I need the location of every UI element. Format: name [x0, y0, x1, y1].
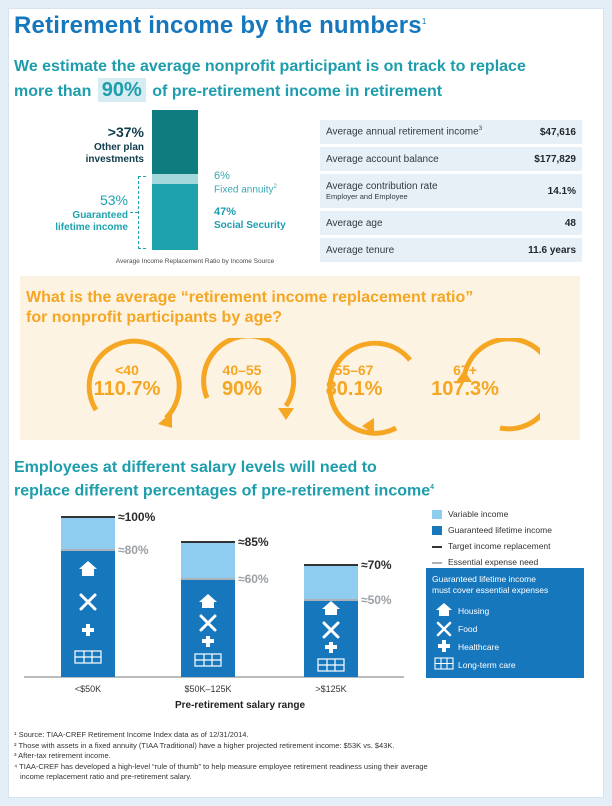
fixed-annuity-bar	[152, 174, 198, 184]
subheadline: We estimate the average nonprofit partic…	[14, 58, 526, 102]
ring-2-arrow	[278, 408, 294, 420]
bar-1-essential-label: ≈80%	[118, 543, 149, 557]
legend-guaranteed: Guaranteed lifetime income	[448, 525, 552, 535]
ring-1-arrow	[158, 412, 172, 428]
legend-swatch-essential	[432, 562, 442, 564]
social-security-bar	[152, 184, 198, 250]
ratio-rings	[86, 338, 540, 436]
essential-expense-icons	[434, 603, 454, 670]
x-axis-title: Pre-retirement salary range	[174, 700, 306, 711]
bar-3-label: >$125K	[315, 684, 347, 694]
other-investments-bar	[152, 110, 198, 174]
legend-target: Target income replacement	[448, 541, 551, 551]
guaranteed-bracket-tick	[130, 212, 138, 213]
essential-expenses-box	[426, 568, 584, 678]
bar-2-essential-label: ≈60%	[238, 572, 269, 586]
other-investments-pct: >37%	[107, 124, 144, 140]
bar-2-target-label: ≈85%	[238, 535, 269, 549]
salary-chart	[24, 516, 404, 678]
social-security-pct: 47%	[214, 206, 237, 218]
ring-3-arc	[327, 340, 412, 436]
house-icon-body	[202, 602, 214, 608]
house-icon	[199, 594, 217, 602]
ring-4-arrow	[456, 370, 472, 382]
salary-section-title: Employees at different salary levels wil…	[14, 459, 435, 500]
essential-food: Food	[458, 624, 478, 634]
social-security-label: Social Security	[214, 220, 286, 231]
ring-4-arc	[461, 338, 540, 432]
guaranteed-income-pct: 53%	[99, 192, 128, 208]
legend-swatch-guaranteed	[432, 526, 442, 535]
stat-row: Average age 48	[320, 211, 582, 235]
bar-1-target-label: ≈100%	[118, 510, 156, 524]
footnote-3: ³ After-tax retirement income.	[14, 751, 111, 760]
stat-row: Average annual retirement income3 $47,61…	[320, 120, 582, 144]
house-icon	[79, 561, 97, 569]
ring-3: 55–67 80.1%	[325, 362, 383, 400]
legend-swatch-target	[432, 546, 442, 548]
essential-housing: Housing	[458, 606, 490, 616]
fixed-annuity-pct: 6%	[214, 170, 230, 182]
highlight-90-percent: 90%	[97, 78, 146, 102]
ring-1: <40 110.7%	[93, 362, 161, 400]
bar-3-essential-label: ≈50%	[361, 593, 392, 607]
fixed-annuity-label: Fixed annuity2	[214, 184, 277, 196]
ratio-panel-title: What is the average “retirement income r…	[26, 289, 474, 326]
guaranteed-income-label: Guaranteed lifetime income	[55, 210, 128, 233]
bar-1-label: <$50K	[74, 684, 102, 694]
house-icon-body	[325, 609, 337, 615]
ring-2: 40–55 90%	[221, 362, 263, 400]
house-icon	[436, 603, 452, 610]
ring-4: 67+ 107.3%	[431, 362, 499, 400]
bar-2-variable	[181, 542, 235, 579]
footnote-2: ² Those with assets in a fixed annuity (…	[14, 740, 395, 750]
stat-row: Average tenure 11.6 years	[320, 238, 582, 262]
essential-long-term-care: Long-term care	[458, 660, 516, 670]
income-source-caption: Average Income Replacement Ratio by Inco…	[115, 258, 275, 265]
bar-3-variable	[304, 565, 358, 600]
ring-2-arc	[201, 338, 297, 408]
footnote-1: ¹ Source: TIAA-CREF Retirement Income In…	[14, 730, 249, 739]
bar-2-guaranteed	[181, 579, 235, 677]
footnote-4-cont: income replacement ratio and pre-retirem…	[20, 772, 192, 781]
house-icon-body	[82, 569, 94, 576]
ring-1-arc	[86, 338, 182, 420]
ratio-panel	[20, 276, 580, 440]
ring-3-arrow	[362, 418, 374, 434]
stats-table: Average annual retirement income3 $47,61…	[320, 120, 582, 265]
essential-healthcare: Healthcare	[458, 642, 500, 652]
stat-row: Average account balance $177,829	[320, 147, 582, 171]
guaranteed-bracket	[138, 176, 146, 249]
house-icon	[322, 601, 340, 609]
footnote-4: ⁴ TIAA-CREF has developed a high-level “…	[14, 761, 428, 771]
bar-1-variable	[61, 517, 115, 550]
page-title: Retirement income by the numbers1	[14, 12, 427, 39]
bar-2-label: $50K–125K	[184, 684, 232, 694]
stat-row: Average contribution rate Employer and Em…	[320, 174, 582, 208]
legend-essential: Essential expense need	[448, 557, 539, 567]
bar-3-target-label: ≈70%	[361, 558, 392, 572]
footnotes: ¹ Source: TIAA-CREF Retirement Income In…	[14, 730, 588, 783]
legend-variable: Variable income	[448, 509, 509, 519]
legend-swatch-variable	[432, 510, 442, 519]
other-investments-label: Other plan investments	[85, 142, 144, 165]
essential-expenses-title: Guaranteed lifetime income must cover ess…	[432, 574, 549, 595]
